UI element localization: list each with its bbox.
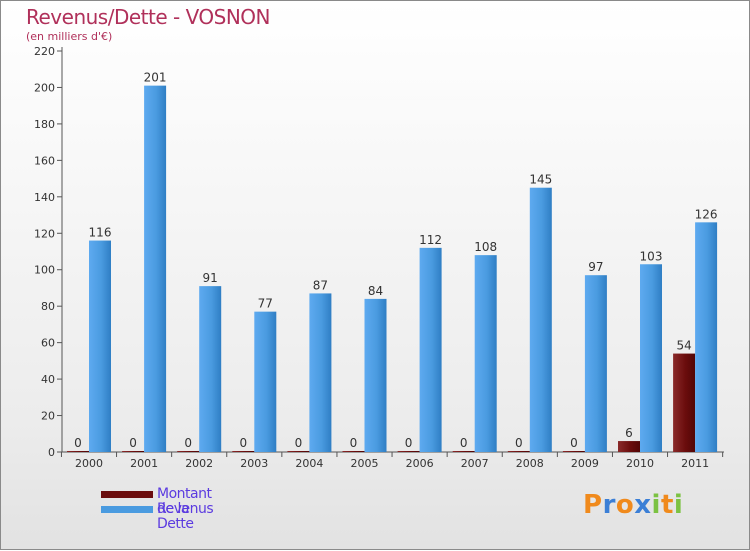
x-tick-label: 2002 <box>185 457 213 470</box>
proxiti-logo: Proxiti <box>583 490 683 520</box>
x-tick-label: 2006 <box>406 457 434 470</box>
y-tick-label: 80 <box>41 300 55 313</box>
x-tick-label: 2001 <box>130 457 158 470</box>
bar-revenus <box>584 275 607 452</box>
bar-revenus <box>89 240 111 452</box>
y-tick-label: 140 <box>34 191 55 204</box>
data-label-dette: 0 <box>460 436 468 450</box>
y-tick-label: 20 <box>41 410 55 423</box>
bar-dette <box>673 353 696 452</box>
logo-letter: r <box>602 490 616 520</box>
x-tick-label: 2000 <box>75 457 103 470</box>
legend-swatch-dette <box>101 491 153 498</box>
data-label-dette: 0 <box>74 436 82 450</box>
logo-letter: P <box>583 490 603 520</box>
bar-revenus <box>529 187 552 453</box>
bar-dette <box>177 451 200 452</box>
data-label-revenus: 103 <box>640 249 663 263</box>
data-label-dette: 0 <box>350 436 358 450</box>
y-tick-label: 100 <box>34 264 55 277</box>
data-label-revenus: 126 <box>695 207 718 221</box>
data-label-dette: 0 <box>570 436 578 450</box>
x-tick-label: 2005 <box>351 457 379 470</box>
legend-swatch-revenus <box>101 506 153 513</box>
bar-revenus <box>640 264 662 452</box>
bar-dette <box>342 451 365 452</box>
bar-dette <box>67 451 89 452</box>
x-tick-label: 2003 <box>240 457 268 470</box>
data-label-revenus: 108 <box>474 240 497 254</box>
bar-dette <box>287 451 310 452</box>
data-label-revenus: 201 <box>144 71 167 85</box>
data-label-dette: 0 <box>184 436 192 450</box>
bar-revenus <box>419 247 442 452</box>
legend-label-dette: Montant de la Dette <box>157 486 212 532</box>
chart-subtitle: (en milliers d'€) <box>26 30 113 43</box>
x-tick-label: 2011 <box>681 457 709 470</box>
data-label-dette: 0 <box>129 436 137 450</box>
x-tick-label: 2009 <box>571 457 599 470</box>
logo-letter: x <box>634 490 652 520</box>
data-label-dette: 0 <box>515 436 523 450</box>
data-label-revenus: 97 <box>588 260 603 274</box>
x-tick-label: 2010 <box>626 457 654 470</box>
data-label-revenus: 145 <box>529 173 552 187</box>
bar-revenus <box>254 311 277 452</box>
bar-dette <box>232 451 255 452</box>
bar-dette <box>397 451 420 452</box>
bar-revenus <box>309 293 332 452</box>
data-label-dette: 6 <box>625 426 633 440</box>
logo-letter: t <box>660 490 674 520</box>
legend-label-revenus: Revenus <box>157 501 214 517</box>
data-label-revenus: 87 <box>313 278 328 292</box>
data-label-dette: 0 <box>295 436 303 450</box>
data-label-revenus: 112 <box>419 233 442 247</box>
data-label-dette: 0 <box>405 436 413 450</box>
y-tick-label: 40 <box>41 373 55 386</box>
data-label-revenus: 116 <box>89 226 112 240</box>
y-tick-label: 160 <box>34 154 55 167</box>
y-tick-label: 200 <box>34 81 55 94</box>
x-tick-label: 2004 <box>295 457 323 470</box>
x-tick-label: 2007 <box>461 457 489 470</box>
data-label-dette: 0 <box>239 436 247 450</box>
bar-dette <box>122 451 145 452</box>
bar-dette <box>562 451 585 452</box>
logo-letter: i <box>673 490 684 520</box>
data-label-revenus: 77 <box>258 297 273 311</box>
data-label-revenus: 91 <box>203 271 218 285</box>
y-tick-label: 120 <box>34 227 55 240</box>
y-tick-label: 60 <box>41 337 55 350</box>
data-label-dette: 54 <box>676 339 691 353</box>
data-label-revenus: 84 <box>368 284 383 298</box>
bar-dette <box>618 441 640 452</box>
logo-letter: i <box>651 490 661 520</box>
bar-revenus <box>364 298 387 452</box>
chart-title: Revenus/Dette - VOSNON <box>26 5 271 29</box>
bar-dette <box>452 451 475 452</box>
bar-revenus <box>474 255 497 452</box>
y-tick-label: 0 <box>48 446 55 459</box>
logo-letter: o <box>615 490 635 520</box>
bar-revenus <box>695 222 718 452</box>
bar-revenus <box>144 85 167 452</box>
bar-revenus <box>199 286 222 452</box>
bar-dette <box>507 451 530 452</box>
y-tick-label: 180 <box>34 118 55 131</box>
x-tick-label: 2008 <box>516 457 544 470</box>
y-tick-label: 220 <box>34 45 55 58</box>
